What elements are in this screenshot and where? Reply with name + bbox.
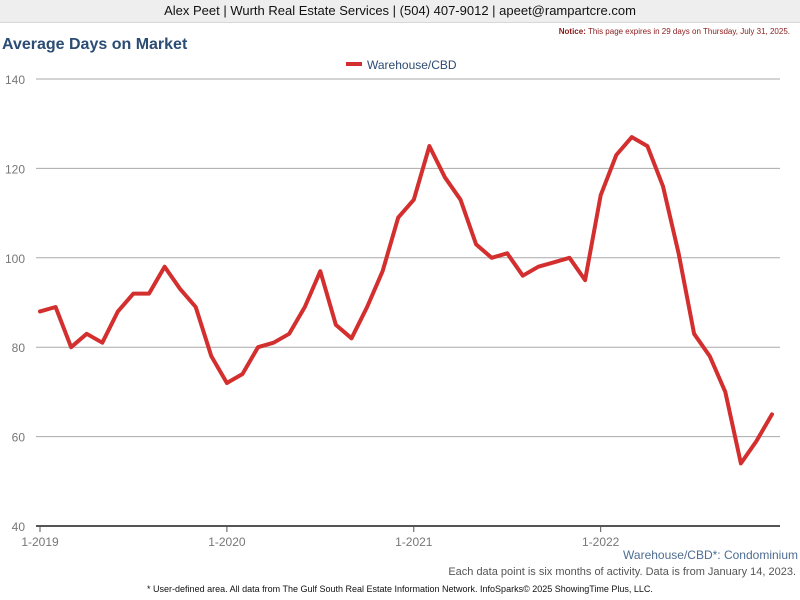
footer-disclaimer: * User-defined area. All data from The G… [147,584,653,594]
series-line-warehouse-cbd [38,135,774,466]
data-note: Each data point is six months of activit… [448,566,796,578]
legend-label: Warehouse/CBD [367,58,457,72]
x-tick-label: 1-2022 [582,535,620,549]
y-tick-label: 100 [5,252,25,266]
x-tick-label: 1-2019 [21,535,59,549]
chart-title: Average Days on Market [2,36,188,53]
notice-label: Notice: [558,27,586,36]
x-tick-label: 1-2021 [395,535,433,549]
y-tick-label: 60 [12,431,26,445]
y-tick-label: 80 [12,341,26,355]
agent-contact-line: Alex Peet | Wurth Real Estate Services |… [164,3,636,18]
x-tick-label: 1-2020 [208,535,246,549]
expiry-notice: Notice: This page expires in 29 days on … [559,27,790,36]
y-tick-label: 140 [5,73,25,87]
area-subtitle: Warehouse/CBD*: Condominium [623,548,798,562]
agent-header-bar: Alex Peet | Wurth Real Estate Services |… [0,0,800,23]
notice-text: This page expires in 29 days on Thursday… [587,27,790,36]
y-tick-label: 40 [12,520,26,534]
y-tick-label: 120 [5,162,25,176]
